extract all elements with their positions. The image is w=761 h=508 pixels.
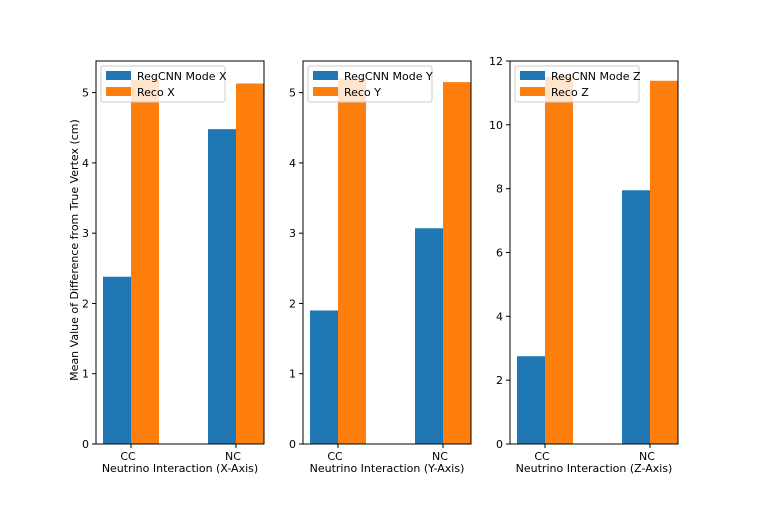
- x-tick-label: CC: [327, 450, 343, 463]
- y-tick-label: 5: [289, 87, 296, 100]
- y-tick-label: 2: [289, 297, 296, 310]
- legend-swatch-reco: [313, 87, 338, 96]
- y-tick-label: 2: [496, 374, 503, 387]
- subplot-3: CC NC 0 2 4 6 8 10 12 Neutrino Interaction (Z-Axi…: [489, 55, 679, 475]
- y-tick-label: 3: [289, 227, 296, 240]
- legend-label-reco: Reco Y: [344, 86, 381, 99]
- subplot-1: CC NC 0 1 2 3 4 5 Neutrino Interaction (X-Axis) R…: [82, 60, 265, 475]
- x-tick-label: CC: [120, 450, 136, 463]
- legend-label-regcnn: RegCNN Mode Z: [551, 70, 641, 83]
- bar-cc-reco: [545, 76, 573, 444]
- x-tick-label: CC: [534, 450, 550, 463]
- bar-cc-regcnn: [103, 276, 131, 444]
- bar-nc-reco: [443, 82, 471, 444]
- y-tick-label: 3: [82, 227, 89, 240]
- legend-box: [514, 65, 640, 103]
- legend-swatch-regcnn: [313, 71, 338, 80]
- bar-nc-regcnn: [415, 228, 443, 444]
- y-tick-label: 1: [289, 368, 296, 381]
- axes-frame: [509, 60, 679, 445]
- y-tick-label: 4: [289, 157, 296, 170]
- legend: RegCNN Mode X Reco X: [100, 65, 227, 103]
- legend: RegCNN Mode Y Reco Y: [307, 65, 433, 103]
- subplot-2: CC NC 0 1 2 3 4 5 Neutrino Interaction (Y-Axis) R…: [289, 60, 472, 475]
- axes-frame: [302, 60, 472, 445]
- bar-cc-regcnn: [310, 310, 338, 444]
- y-tick-label: 10: [489, 119, 503, 132]
- y-axis-label: Mean Value of Difference from True Verte…: [68, 119, 81, 381]
- y-tick-label: 6: [496, 247, 503, 260]
- legend-swatch-reco: [520, 87, 545, 96]
- y-tick-label: 0: [496, 438, 503, 451]
- y-tick-label: 4: [496, 310, 503, 323]
- y-tick-label: 1: [82, 368, 89, 381]
- x-tick-label: NC: [432, 450, 448, 463]
- legend-box: [100, 65, 226, 103]
- x-axis-label: Neutrino Interaction (Z-Axis): [516, 462, 673, 475]
- bar-nc-reco: [236, 83, 264, 445]
- legend-swatch-regcnn: [520, 71, 545, 80]
- x-tick-label: NC: [639, 450, 655, 463]
- legend-label-reco: Reco Z: [551, 86, 589, 99]
- y-tick-label: 12: [489, 55, 503, 68]
- legend-swatch-reco: [106, 87, 131, 96]
- axes-frame: [95, 60, 265, 445]
- legend-label-reco: Reco X: [137, 86, 175, 99]
- bar-cc-regcnn: [517, 356, 545, 444]
- legend: RegCNN Mode Z Reco Z: [514, 65, 641, 103]
- y-tick-label: 0: [289, 438, 296, 451]
- x-axis-label: Neutrino Interaction (X-Axis): [102, 462, 258, 475]
- legend-label-regcnn: RegCNN Mode X: [137, 70, 227, 83]
- bar-nc-regcnn: [208, 129, 236, 444]
- y-tick-label: 8: [496, 183, 503, 196]
- bar-nc-regcnn: [622, 190, 650, 444]
- y-tick-label: 0: [82, 438, 89, 451]
- y-tick-label: 4: [82, 157, 89, 170]
- legend-box: [307, 65, 433, 103]
- bar-nc-reco: [650, 80, 678, 444]
- x-tick-label: NC: [225, 450, 241, 463]
- bar-cc-reco: [131, 79, 159, 445]
- y-tick-label: 2: [82, 297, 89, 310]
- bar-cc-reco: [338, 78, 366, 444]
- y-tick-label: 5: [82, 87, 89, 100]
- legend-label-regcnn: RegCNN Mode Y: [344, 70, 433, 83]
- x-axis-label: Neutrino Interaction (Y-Axis): [310, 462, 465, 475]
- legend-swatch-regcnn: [106, 71, 131, 80]
